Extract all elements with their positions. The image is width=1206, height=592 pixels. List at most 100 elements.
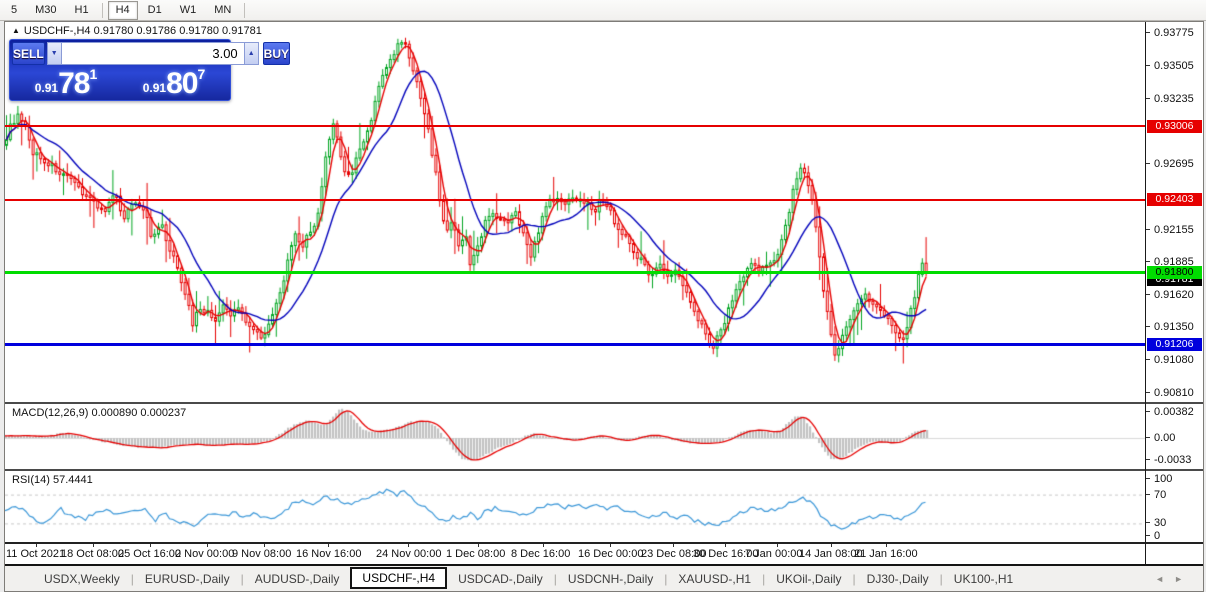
timeframe-button-mn[interactable]: MN [206, 1, 239, 20]
sell-price-display[interactable]: 0.91 78 1 [12, 66, 120, 99]
level-tag-support-blue: 0.91206 [1147, 338, 1202, 352]
volume-spinner: ▼ ▲ [46, 42, 259, 65]
tab-scroll-left-icon[interactable]: ◄ [1155, 573, 1175, 584]
price-axis-label: 0.92155 [1146, 224, 1203, 236]
macd-label: MACD(12,26,9) 0.000890 0.000237 [12, 407, 187, 419]
level-line-resistance-2[interactable] [5, 198, 1145, 201]
tab-dj30-daily[interactable]: DJ30-,Daily [866, 571, 929, 586]
tab-separator: | [240, 571, 244, 586]
rsi-panel: RSI(14) 57.4441 [5, 471, 1145, 544]
time-axis-label: 18 Oct 08:00 [61, 548, 124, 560]
chart-ohlc-title: ▲ USDCHF-,H4 0.91780 0.91786 0.91780 0.91… [12, 25, 262, 37]
tab-scroll-right-icon[interactable]: ► [1174, 573, 1193, 584]
timeframe-button-h1[interactable]: H1 [67, 1, 97, 20]
price-axis-label: 0.93775 [1146, 27, 1203, 39]
chart-tab-bar: USDX,Weekly | EURUSD-,Daily | AUDUSD-,Daily U… [5, 564, 1203, 591]
time-axis-label: 16 Dec 00:00 [578, 548, 644, 560]
price-axis-label: 0.93505 [1146, 60, 1203, 72]
volume-increase-button[interactable]: ▲ [243, 42, 259, 65]
tab-ukoil-daily[interactable]: UKOil-,Daily [776, 571, 842, 586]
buy-button[interactable]: BUY [262, 42, 291, 65]
buy-price-sup: 7 [197, 66, 206, 82]
tab-usdx-weekly[interactable]: USDX,Weekly [44, 571, 120, 586]
macd-panel: MACD(12,26,9) 0.000890 0.000237 [5, 404, 1145, 471]
macd-axis-label: 0.00382 [1146, 406, 1203, 418]
time-axis-label: 1 Dec 08:00 [446, 548, 506, 560]
timeframe-button-d1[interactable]: D1 [140, 1, 170, 20]
timeframe-toolbar: 5 M30 H1 H4 D1 W1 MN [0, 0, 1206, 21]
rsi-axis-label: 0 [1146, 530, 1203, 542]
rsi-axis-label: 30 [1146, 517, 1203, 529]
time-axis-label: 24 Nov 00:00 [376, 548, 442, 560]
time-axis-tick [886, 544, 887, 547]
tab-separator: | [762, 571, 766, 586]
sell-price-sup: 1 [89, 66, 98, 82]
time-axis-tick [150, 544, 151, 547]
time-axis-label: 21 Jan 16:00 [854, 548, 918, 560]
time-axis-tick [777, 544, 778, 547]
tab-xauusd-h1[interactable]: XAUUSD-,H1 [678, 571, 752, 586]
toolbar-separator [244, 2, 246, 18]
sell-button[interactable]: SELL [12, 42, 45, 65]
level-line-support-blue[interactable] [5, 343, 1145, 347]
time-axis-label: 8 Dec 16:00 [511, 548, 571, 560]
time-axis-label: 25 Oct 16:00 [118, 548, 181, 560]
tab-usdchf-h4[interactable]: USDCHF-,H4 [350, 567, 448, 589]
time-axis-label: 2 Nov 00:00 [175, 548, 235, 560]
tab-eurusd-daily[interactable]: EURUSD-,Daily [144, 571, 230, 586]
tab-usdcnh-daily[interactable]: USDCNH-,Daily [567, 571, 654, 586]
macd-axis-label: 0.00 [1146, 432, 1203, 444]
time-axis-label: 16 Nov 16:00 [296, 548, 362, 560]
time-axis-tick [408, 544, 409, 547]
price-axis-label: 0.92695 [1146, 158, 1203, 170]
price-axis-label: 0.91885 [1146, 256, 1203, 268]
time-axis-label: 11 Oct 2021 [6, 548, 66, 560]
timeframe-button-w1[interactable]: W1 [172, 1, 205, 20]
macd-axis-label: -0.0033 [1146, 454, 1203, 466]
timeframe-button-5[interactable]: 5 [3, 1, 25, 20]
tab-scroll-arrows: ◄► [1155, 574, 1193, 584]
tab-separator: | [852, 571, 856, 586]
volume-decrease-button[interactable]: ▼ [46, 42, 62, 65]
level-tag-resistance-2: 0.92403 [1147, 193, 1202, 207]
rsi-label: RSI(14) 57.4441 [12, 474, 93, 486]
time-axis[interactable]: 11 Oct 2021 18 Oct 08:00 25 Oct 16:00 2 Nov… [5, 544, 1145, 564]
chart-window: ▲ USDCHF-,H4 0.91780 0.91786 0.91780 0.91… [4, 21, 1204, 592]
timeframe-button-h4[interactable]: H4 [107, 0, 138, 20]
time-axis-tick [93, 544, 94, 547]
rsi-chart-canvas[interactable] [5, 471, 1145, 542]
toolbar-separator [101, 2, 103, 18]
buy-price-display[interactable]: 0.91 80 7 [120, 66, 228, 99]
rsi-axis-label: 70 [1146, 489, 1203, 501]
tab-uk100-h1[interactable]: UK100-,H1 [953, 571, 1014, 586]
macd-chart-canvas[interactable] [5, 404, 1145, 469]
volume-input[interactable] [61, 42, 244, 65]
tab-separator: | [130, 571, 134, 586]
price-axis-column[interactable]: 0.93775 0.93505 0.93235 0.92695 0.92155 0.918… [1145, 22, 1203, 564]
buy-price-big: 80 [166, 67, 198, 100]
time-axis-tick [478, 544, 479, 547]
tab-audusd-daily[interactable]: AUDUSD-,Daily [254, 571, 340, 586]
ohlc-text: USDCHF-,H4 0.91780 0.91786 0.91780 0.917… [23, 25, 262, 37]
time-axis-tick [673, 544, 674, 547]
time-axis-tick [543, 544, 544, 547]
time-axis-label: 30 Dec 16:00 [693, 548, 759, 560]
time-axis-tick [831, 544, 832, 547]
price-axis-label: 0.90810 [1146, 387, 1203, 399]
level-tag-support-green: 0.91800 [1147, 266, 1202, 280]
tab-separator: | [553, 571, 557, 586]
time-axis-tick [36, 544, 37, 547]
sell-price-small: 0.91 [34, 81, 59, 95]
timeframe-button-m30[interactable]: M30 [27, 1, 64, 20]
tab-usdcad-daily[interactable]: USDCAD-,Daily [458, 571, 543, 586]
level-line-support-green[interactable] [5, 271, 1145, 275]
collapse-triangle-icon[interactable]: ▲ [12, 26, 20, 35]
time-axis-tick [207, 544, 208, 547]
time-axis-tick [725, 544, 726, 547]
price-axis-label: 0.91620 [1146, 289, 1203, 301]
sell-price-big: 78 [58, 67, 90, 100]
rsi-axis-label: 100 [1146, 473, 1203, 485]
price-axis-label: 0.91080 [1146, 354, 1203, 366]
level-line-resistance-1[interactable] [5, 125, 1145, 128]
